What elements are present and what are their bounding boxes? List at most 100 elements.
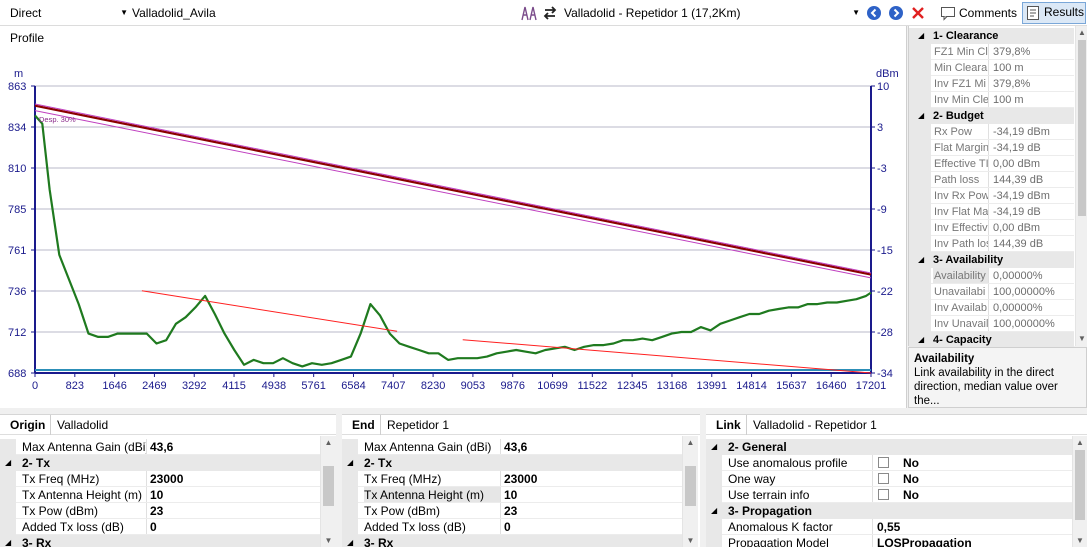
comments-button[interactable]: Comments — [959, 6, 1018, 20]
scroll-thumb[interactable] — [323, 466, 334, 506]
profile-chart[interactable]: 863 834 810 785 761 736 712 688 10 3 -3 -9 -15 -22 -28… — [0, 26, 907, 408]
propagation-category[interactable]: ◢ 3- Propagation — [706, 503, 1072, 519]
scroll-thumb[interactable] — [1075, 450, 1085, 520]
right-tick-label: -15 — [877, 245, 893, 257]
end-name: Repetidor 1 — [380, 415, 449, 435]
comment-icon[interactable] — [938, 3, 958, 23]
description-panel: Availability Link availability in the di… — [908, 347, 1087, 408]
back-icon[interactable] — [864, 3, 884, 23]
x-tick-label: 2469 — [142, 380, 166, 392]
end-header: End Repetidor 1 — [342, 415, 700, 435]
results-row[interactable]: Inv FZ1 Mi 379,8% — [909, 76, 1074, 92]
anomalous-k-factor-row[interactable]: Anomalous K factor 0,55 — [706, 519, 1072, 535]
scroll-thumb[interactable] — [685, 466, 696, 506]
property-row[interactable]: Tx Antenna Height (m) 10 — [342, 487, 682, 503]
property-value: 23 — [504, 504, 518, 518]
results-row[interactable]: Unavailabi 100,00000% — [909, 284, 1074, 300]
results-row-label: Inv Rx Pow — [934, 188, 989, 204]
profile-panel: 863 834 810 785 761 736 712 688 10 3 -3 -9 -15 -22 -28… — [0, 26, 907, 408]
results-row[interactable]: Min Cleara 100 m — [909, 60, 1074, 76]
results-row[interactable]: Inv Effectiv 0,00 dBm — [909, 220, 1074, 236]
origin-scrollbar[interactable]: ▲ ▼ — [320, 436, 336, 547]
rx-category[interactable]: ◢ 3- Rx — [342, 535, 682, 547]
max-antenna-gain-row[interactable]: Max Antenna Gain (dBi) 43,6 — [0, 439, 320, 455]
results-scrollbar[interactable]: ▲ ▼ — [1075, 26, 1087, 346]
results-row[interactable]: Effective TI 0,00 dBm — [909, 156, 1074, 172]
property-value: 0 — [504, 520, 511, 534]
propagation-model-value: LOSPropagation — [877, 536, 972, 547]
right-tick-label: -28 — [877, 327, 893, 339]
scroll-down-icon[interactable]: ▼ — [324, 536, 333, 545]
property-checkbox[interactable] — [878, 489, 889, 500]
tx-category[interactable]: ◢ 2- Tx — [0, 455, 320, 471]
property-row[interactable]: Tx Freq (MHz) 23000 — [0, 471, 320, 487]
link-select[interactable]: Valladolid - Repetidor 1 (17,2Km) ▼ — [564, 3, 862, 23]
propagation-model-row[interactable]: Propagation Model LOSPropagation — [706, 535, 1072, 547]
scroll-down-icon[interactable]: ▼ — [686, 536, 695, 545]
property-checkbox[interactable] — [878, 473, 889, 484]
property-row[interactable]: Tx Pow (dBm) 23 — [0, 503, 320, 519]
antenna-icon[interactable] — [518, 3, 538, 23]
results-category[interactable]: ◢ 2- Budget — [909, 108, 1074, 124]
property-label: Tx Antenna Height (m) — [364, 487, 500, 503]
scroll-up-icon[interactable]: ▲ — [1078, 28, 1086, 37]
results-row[interactable]: Inv Path los 144,39 dB — [909, 236, 1074, 252]
right-axis-unit: dBm — [876, 68, 899, 80]
scroll-up-icon[interactable]: ▲ — [324, 438, 333, 447]
forward-icon[interactable] — [886, 3, 906, 23]
property-row[interactable]: Tx Antenna Height (m) 10 — [0, 487, 320, 503]
results-row[interactable]: Inv Min Cle 100 m — [909, 92, 1074, 108]
mode-select[interactable]: Direct ▼ — [10, 3, 130, 23]
results-category[interactable]: ◢ 3- Availability — [909, 252, 1074, 268]
results-category[interactable]: ◢ 1- Clearance — [909, 28, 1074, 44]
property-row[interactable]: Tx Pow (dBm) 23 — [342, 503, 682, 519]
x-tick-label: 9876 — [500, 380, 524, 392]
results-label: Results — [1044, 5, 1085, 19]
network-select[interactable]: Valladolid_Avila — [132, 3, 492, 23]
scroll-up-icon[interactable]: ▲ — [686, 438, 695, 447]
results-category[interactable]: ◢ 4- Capacity — [909, 332, 1074, 348]
max-antenna-gain-row[interactable]: Max Antenna Gain (dBi) 43,6 — [342, 439, 682, 455]
collapse-icon: ◢ — [918, 111, 925, 120]
x-tick-label: 5761 — [301, 380, 325, 392]
property-checkbox[interactable] — [878, 457, 889, 468]
origin-tag: Origin — [10, 418, 46, 432]
scroll-thumb[interactable] — [1078, 40, 1086, 216]
results-row[interactable]: Inv Rx Pow -34,19 dBm — [909, 188, 1074, 204]
property-row[interactable]: Added Tx loss (dB) 0 — [0, 519, 320, 535]
x-tick-label: 14814 — [736, 380, 767, 392]
results-button[interactable]: Results — [1022, 2, 1086, 24]
x-tick-label: 4115 — [222, 380, 246, 392]
results-row[interactable]: Flat Margin -34,19 dB — [909, 140, 1074, 156]
link-scrollbar[interactable]: ▲ ▼ — [1072, 436, 1087, 547]
scroll-up-icon[interactable]: ▲ — [1076, 438, 1084, 447]
origin-header: Origin Valladolid — [0, 415, 336, 435]
x-tick-label: 4938 — [262, 380, 286, 392]
signal-level-2 — [462, 339, 872, 374]
property-row[interactable]: Added Tx loss (dB) 0 — [342, 519, 682, 535]
results-row[interactable]: Inv Availab 0,00000% — [909, 300, 1074, 316]
scroll-down-icon[interactable]: ▼ — [1076, 536, 1084, 545]
general-category[interactable]: ◢ 2- General — [706, 439, 1072, 455]
results-row[interactable]: Availability 0,00000% — [909, 268, 1074, 284]
end-scrollbar[interactable]: ▲ ▼ — [682, 436, 698, 547]
collapse-icon: ◢ — [918, 255, 925, 264]
property-row[interactable]: Use terrain info No — [706, 487, 1072, 503]
tx-category[interactable]: ◢ 2- Tx — [342, 455, 682, 471]
property-value: No — [903, 488, 919, 502]
results-row[interactable]: Rx Pow -34,19 dBm — [909, 124, 1074, 140]
property-row[interactable]: Use anomalous profile No — [706, 455, 1072, 471]
collapse-icon: ◢ — [711, 442, 718, 451]
results-row[interactable]: FZ1 Min Cl 379,8% — [909, 44, 1074, 60]
left-tick-label: 863 — [8, 81, 26, 93]
property-row[interactable]: Tx Freq (MHz) 23000 — [342, 471, 682, 487]
collapse-icon: ◢ — [711, 506, 718, 515]
close-icon[interactable] — [908, 3, 928, 23]
results-row[interactable]: Inv Unavail 100,00000% — [909, 316, 1074, 332]
results-row[interactable]: Inv Flat Ma -34,19 dB — [909, 204, 1074, 220]
results-row[interactable]: Path loss 144,39 dB — [909, 172, 1074, 188]
swap-icon[interactable] — [540, 3, 560, 23]
rx-category[interactable]: ◢ 3- Rx — [0, 535, 320, 547]
property-row[interactable]: One way No — [706, 471, 1072, 487]
scroll-down-icon[interactable]: ▼ — [1078, 334, 1086, 343]
